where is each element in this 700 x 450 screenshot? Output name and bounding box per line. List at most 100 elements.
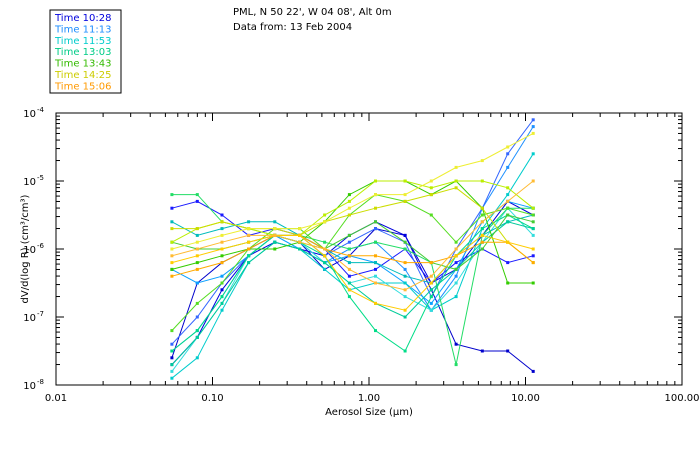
- data-point: [195, 281, 199, 285]
- data-point: [195, 240, 199, 244]
- data-point: [403, 349, 407, 353]
- data-point: [220, 254, 224, 258]
- data-point: [170, 206, 174, 210]
- data-point: [374, 329, 377, 333]
- data-point: [531, 254, 535, 258]
- data-point: [220, 261, 224, 265]
- data-point: [531, 369, 535, 373]
- data-point: [195, 335, 199, 339]
- data-point: [347, 206, 351, 210]
- data-point: [403, 308, 407, 312]
- legend-entry: Time 13:03: [54, 47, 111, 58]
- data-point: [247, 261, 251, 265]
- data-point: [506, 261, 510, 265]
- y-tick-label: 10: [23, 381, 36, 392]
- data-point: [195, 329, 199, 333]
- data-point: [247, 254, 251, 258]
- data-point: [220, 308, 224, 312]
- data-point: [403, 295, 407, 299]
- data-point: [273, 247, 277, 251]
- data-point: [403, 233, 407, 237]
- data-point: [454, 267, 458, 271]
- data-point: [170, 254, 174, 258]
- data-point: [220, 240, 224, 244]
- data-point: [347, 288, 351, 292]
- data-point: [220, 213, 224, 217]
- data-point: [506, 213, 510, 217]
- data-point: [454, 342, 458, 346]
- series-line: [171, 221, 534, 365]
- data-point: [220, 295, 224, 299]
- data-point: [170, 220, 174, 224]
- data-point: [323, 220, 327, 224]
- data-point: [195, 261, 199, 265]
- data-point: [170, 240, 174, 244]
- y-tick-label: 10: [23, 109, 36, 120]
- series-line: [171, 194, 534, 365]
- data-point: [480, 220, 484, 224]
- data-point: [220, 288, 224, 292]
- data-point: [220, 247, 224, 251]
- y-tick-exponent: -5: [37, 174, 44, 182]
- data-point: [506, 193, 510, 197]
- data-point: [323, 261, 327, 265]
- data-point: [374, 220, 377, 224]
- data-point: [195, 254, 199, 258]
- data-point: [403, 267, 407, 271]
- data-point: [403, 274, 407, 278]
- data-point: [506, 349, 510, 353]
- data-point: [531, 152, 535, 156]
- legend-box: [49, 9, 122, 94]
- data-point: [170, 369, 174, 373]
- data-point: [347, 193, 351, 197]
- data-point: [195, 315, 199, 319]
- data-point: [480, 247, 484, 251]
- data-point: [347, 213, 351, 217]
- data-point: [480, 240, 484, 244]
- data-point: [195, 356, 199, 360]
- data-point: [506, 281, 510, 285]
- data-point: [454, 240, 458, 244]
- data-point: [531, 179, 535, 183]
- data-point: [298, 227, 302, 231]
- data-point: [374, 301, 377, 305]
- data-point: [273, 220, 277, 224]
- legend-entry: Time 11:13: [54, 24, 111, 35]
- data-point: [506, 186, 510, 190]
- data-point: [403, 261, 407, 265]
- data-point: [480, 179, 484, 183]
- legend-entry: Time 13:43: [54, 59, 111, 70]
- data-point: [531, 247, 535, 251]
- data-point: [347, 240, 351, 244]
- data-point: [347, 267, 351, 271]
- data-point: [323, 240, 327, 244]
- data-point: [403, 193, 407, 197]
- data-point: [374, 267, 377, 271]
- data-point: [220, 274, 224, 278]
- data-point: [273, 227, 277, 231]
- data-point: [454, 247, 458, 251]
- data-point: [170, 193, 174, 197]
- data-point: [429, 295, 433, 299]
- data-point: [454, 274, 458, 278]
- data-point: [347, 233, 351, 237]
- data-point: [374, 261, 377, 265]
- y-tick-label: 10: [23, 177, 36, 188]
- data-point: [403, 281, 407, 285]
- data-point: [506, 206, 510, 210]
- data-point: [298, 247, 302, 251]
- data-point: [480, 213, 484, 217]
- x-tick-label: 0.01: [45, 393, 67, 404]
- x-tick-label: 0.10: [201, 393, 223, 404]
- data-point: [506, 145, 510, 149]
- data-point: [170, 267, 174, 271]
- data-point: [374, 179, 377, 183]
- data-point: [220, 233, 224, 237]
- data-point: [374, 240, 377, 244]
- data-point: [403, 199, 407, 203]
- data-point: [347, 247, 351, 251]
- data-point: [347, 199, 351, 203]
